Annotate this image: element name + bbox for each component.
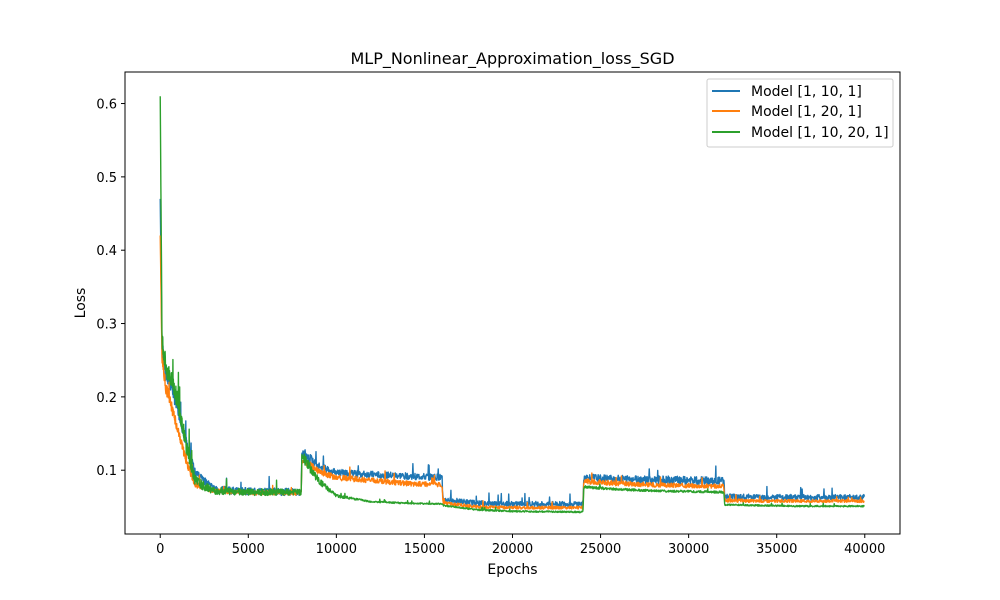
y-tick-label: 0.6 <box>96 98 117 113</box>
x-tick-label: 35000 <box>756 542 797 557</box>
x-tick-label: 15000 <box>404 542 445 557</box>
x-tick-label: 25000 <box>580 542 621 557</box>
series-line-2 <box>159 96 865 514</box>
x-tick-label: 40000 <box>844 542 885 557</box>
x-tick-label: 30000 <box>668 542 709 557</box>
legend-label-series-2: Model [1, 10, 20, 1] <box>751 125 889 141</box>
y-tick-label: 0.5 <box>96 171 117 186</box>
x-tick-label: 10000 <box>316 542 357 557</box>
y-axis-label: Loss <box>73 288 89 319</box>
legend-label-series-0: Model [1, 10, 1] <box>751 84 862 100</box>
y-axis-ticks: 0.1 0.2 0.3 0.4 0.5 0.6 <box>96 98 125 479</box>
x-tick-label: 20000 <box>492 542 533 557</box>
x-tick-label: 5000 <box>232 542 265 557</box>
y-tick-label: 0.2 <box>96 391 117 406</box>
chart-title: MLP_Nonlinear_Approximation_loss_SGD <box>350 49 674 69</box>
legend: Model [1, 10, 1] Model [1, 20, 1] Model … <box>706 78 894 148</box>
series-layer <box>159 96 866 514</box>
y-tick-label: 0.1 <box>96 464 117 479</box>
x-tick-label: 0 <box>156 542 164 557</box>
plot-area <box>125 72 900 534</box>
x-axis-label: Epochs <box>487 562 537 578</box>
x-axis-ticks: 0 5000 10000 15000 20000 25000 30000 35000 40000 <box>156 534 885 557</box>
y-tick-label: 0.4 <box>96 244 117 259</box>
legend-label-series-1: Model [1, 20, 1] <box>751 104 862 120</box>
y-tick-label: 0.3 <box>96 318 117 333</box>
legend-box <box>706 78 894 148</box>
